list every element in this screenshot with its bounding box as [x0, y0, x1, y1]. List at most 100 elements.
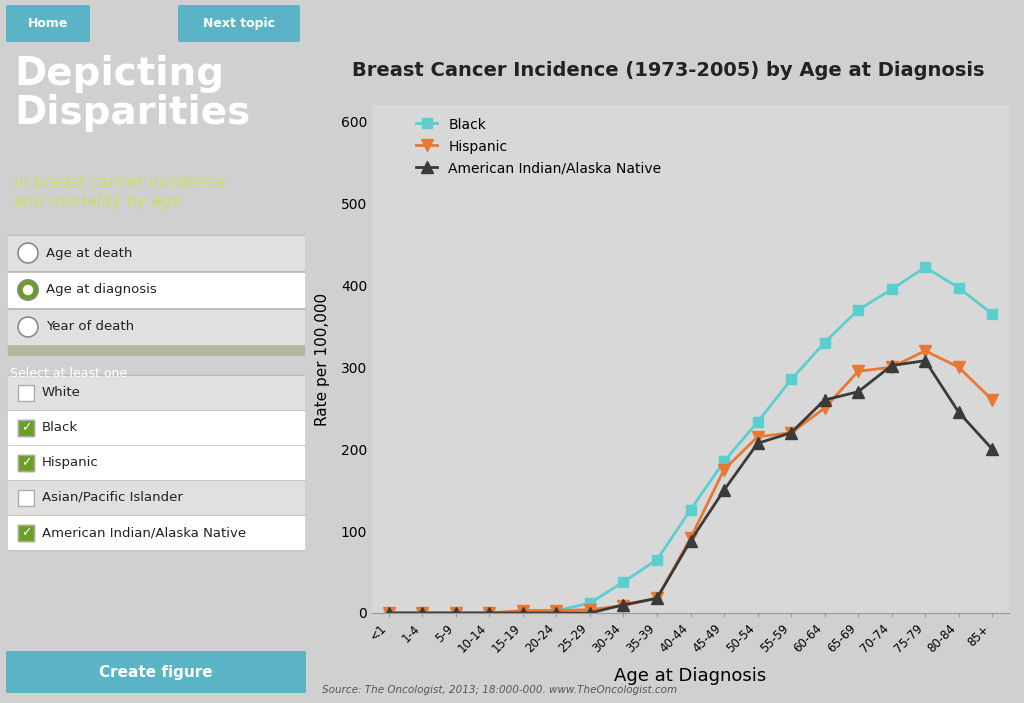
Bar — [8, 481, 304, 514]
Black — [785, 375, 798, 384]
Bar — [18, 385, 34, 401]
Hispanic — [416, 609, 428, 617]
Hispanic — [952, 363, 965, 371]
Black — [752, 418, 764, 426]
Circle shape — [18, 243, 38, 263]
Bar — [18, 420, 34, 435]
Text: Select one: Select one — [10, 273, 76, 286]
Bar — [8, 411, 304, 444]
Text: ✓: ✓ — [20, 421, 32, 434]
American Indian/Alaska Native — [483, 609, 496, 617]
Bar — [8, 273, 304, 307]
American Indian/Alaska Native — [517, 609, 529, 617]
Hispanic — [450, 609, 462, 617]
Black — [651, 555, 664, 564]
Hispanic — [920, 347, 932, 355]
American Indian/Alaska Native — [651, 594, 664, 602]
Text: American Indian/Alaska Native: American Indian/Alaska Native — [42, 526, 246, 539]
FancyBboxPatch shape — [6, 5, 90, 42]
Text: Hispanic: Hispanic — [42, 456, 98, 469]
Text: Year of death: Year of death — [46, 321, 134, 333]
American Indian/Alaska Native — [550, 609, 562, 617]
Text: Select at least one: Select at least one — [10, 367, 127, 380]
Text: Create figure: Create figure — [99, 664, 213, 680]
Legend: Black, Hispanic, American Indian/Alaska Native: Black, Hispanic, American Indian/Alaska … — [411, 112, 667, 181]
Black — [584, 599, 596, 607]
Text: Next topic: Next topic — [203, 17, 275, 30]
Bar — [8, 516, 304, 549]
Text: Breast Cancer Incidence (1973-2005) by Age at Diagnosis: Breast Cancer Incidence (1973-2005) by A… — [352, 60, 984, 79]
Hispanic — [785, 429, 798, 437]
Hispanic — [986, 396, 998, 404]
Black — [986, 310, 998, 318]
Bar — [18, 524, 34, 541]
Bar — [18, 524, 34, 541]
Circle shape — [18, 317, 38, 337]
Hispanic — [651, 594, 664, 602]
American Indian/Alaska Native — [752, 439, 764, 448]
Hispanic — [383, 609, 395, 617]
Bar — [18, 489, 34, 505]
American Indian/Alaska Native — [986, 445, 998, 453]
American Indian/Alaska Native — [718, 486, 730, 494]
Text: Age at death: Age at death — [46, 247, 132, 259]
Black — [886, 285, 898, 294]
Hispanic — [818, 404, 830, 413]
Black — [617, 578, 630, 586]
Bar — [18, 455, 34, 470]
Bar — [8, 446, 304, 479]
Text: Depicting
Disparities: Depicting Disparities — [14, 55, 250, 132]
Text: Black: Black — [42, 421, 78, 434]
X-axis label: Age at Diagnosis: Age at Diagnosis — [614, 666, 767, 685]
American Indian/Alaska Native — [584, 609, 596, 617]
American Indian/Alaska Native — [852, 387, 864, 396]
Bar — [18, 420, 34, 435]
Hispanic — [684, 534, 696, 543]
Hispanic — [886, 363, 898, 371]
FancyBboxPatch shape — [6, 651, 306, 693]
Hispanic — [550, 606, 562, 614]
Text: Home: Home — [28, 17, 69, 30]
Bar — [8, 235, 304, 355]
Text: ✓: ✓ — [20, 526, 32, 539]
American Indian/Alaska Native — [952, 408, 965, 416]
Y-axis label: Rate per 100,000: Rate per 100,000 — [314, 292, 330, 425]
Black — [852, 306, 864, 314]
Bar — [8, 310, 304, 344]
Bar — [8, 375, 304, 550]
American Indian/Alaska Native — [416, 609, 428, 617]
Bar — [8, 376, 304, 409]
American Indian/Alaska Native — [684, 536, 696, 545]
Bar — [8, 236, 304, 270]
American Indian/Alaska Native — [617, 600, 630, 609]
American Indian/Alaska Native — [886, 361, 898, 370]
Text: White: White — [42, 386, 81, 399]
Circle shape — [24, 285, 33, 295]
Black — [952, 283, 965, 292]
American Indian/Alaska Native — [785, 429, 798, 437]
FancyBboxPatch shape — [178, 5, 300, 42]
Black — [517, 607, 529, 616]
Bar — [18, 489, 34, 505]
Text: ✓: ✓ — [20, 456, 32, 469]
Text: in breast cancer incidence
and mortality by age: in breast cancer incidence and mortality… — [14, 175, 225, 209]
Black — [550, 606, 562, 614]
Hispanic — [752, 432, 764, 441]
Hispanic — [617, 601, 630, 610]
Black — [920, 263, 932, 271]
Black — [383, 609, 395, 617]
Black — [684, 505, 696, 514]
American Indian/Alaska Native — [818, 396, 830, 404]
Circle shape — [18, 280, 38, 300]
Bar — [18, 385, 34, 401]
Hispanic — [852, 367, 864, 375]
Line: Black: Black — [384, 262, 997, 618]
Text: Age at diagnosis: Age at diagnosis — [46, 283, 157, 297]
Text: Asian/Pacific Islander: Asian/Pacific Islander — [42, 491, 183, 504]
Text: Source: The Oncologist, 2013; 18:000-000. www.TheOncologist.com: Source: The Oncologist, 2013; 18:000-000… — [322, 685, 677, 695]
Hispanic — [517, 606, 529, 614]
Line: American Indian/Alaska Native: American Indian/Alaska Native — [383, 355, 997, 619]
Hispanic — [483, 609, 496, 617]
American Indian/Alaska Native — [920, 356, 932, 365]
Bar — [18, 455, 34, 470]
